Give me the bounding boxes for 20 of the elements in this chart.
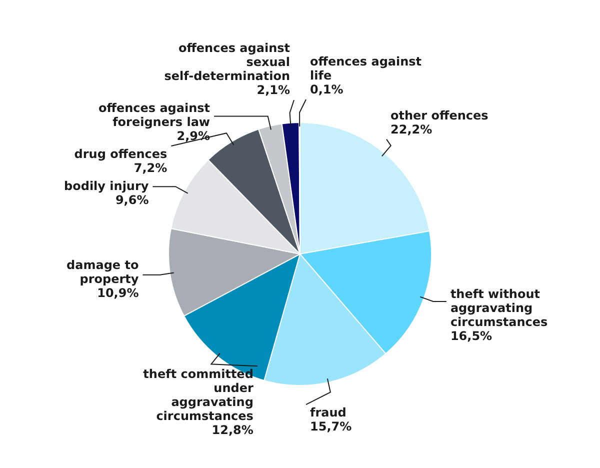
data-label: 16,5% [450,329,492,344]
slice-label: damage to property [66,258,139,286]
slice-label: fraud [310,406,346,420]
data-label: 2,1% [256,83,290,98]
slice-label: drug offences [74,147,168,162]
slice-label: offences against life [310,54,422,83]
slice-label: other offences [390,108,488,122]
data-label: 0,1% [310,82,344,97]
data-label: 2,9% [176,129,210,144]
slice-label: offences against sexual self-determination [164,41,290,84]
data-label: 12,8% [212,423,254,438]
data-label: 9,6% [115,193,149,208]
data-label: 15,7% [310,420,352,434]
slice-label: offences against foreigners law [98,101,210,130]
slice-label: theft without aggravating circumstances [450,287,548,330]
slice-label: theft committed under aggravating circumstances [143,367,254,424]
slice-label: bodily injury [64,179,149,194]
data-label: 10,9% [97,286,139,300]
data-label: 7,2% [134,161,168,176]
data-label: 22,2% [390,122,432,136]
